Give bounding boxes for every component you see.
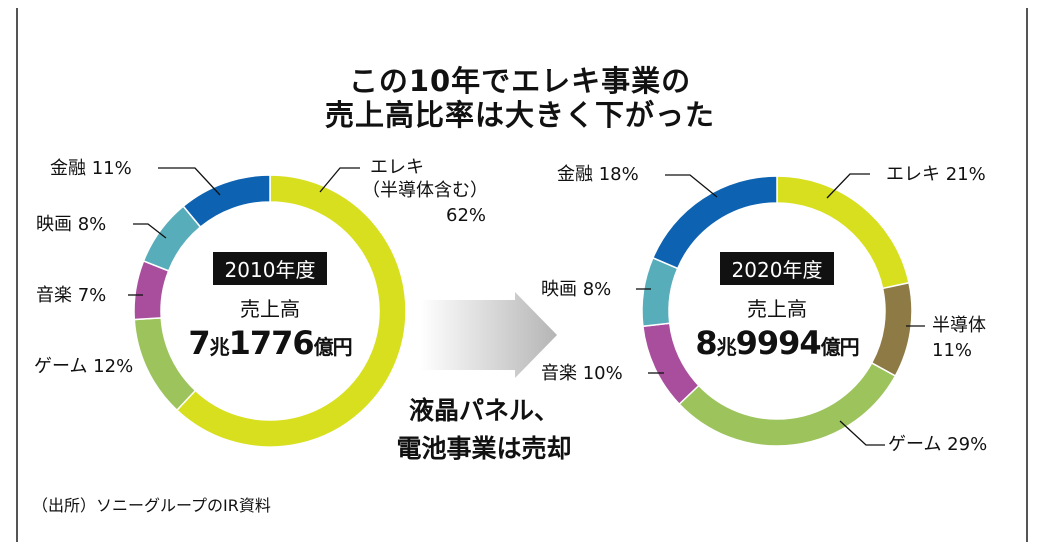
leader-line bbox=[839, 420, 885, 446]
slice-エレキ（半導体含む） bbox=[175, 174, 407, 448]
sales-label: 売上高 bbox=[747, 297, 807, 321]
title-line-1: この10年でエレキ事業の bbox=[348, 64, 692, 98]
arrow-icon bbox=[420, 292, 557, 378]
note-line-1: 液晶パネル、 bbox=[408, 396, 559, 425]
sales-label: 売上高 bbox=[240, 297, 300, 321]
label-game-2010: ゲーム 12% bbox=[34, 356, 134, 377]
label-finance-2020: 金融 18% bbox=[557, 164, 639, 185]
leader-line bbox=[133, 223, 167, 239]
donut-2010 bbox=[133, 174, 407, 448]
leader-line bbox=[319, 167, 360, 193]
label-elec-2010-l1: エレキ bbox=[370, 157, 424, 178]
note-line-2: 電池事業は売却 bbox=[396, 434, 572, 463]
sales-total: 8兆9994億円 bbox=[695, 324, 859, 362]
label-elec-2010-l3: 62% bbox=[446, 205, 487, 226]
title-line-2: 売上高比率は大きく下がった bbox=[324, 98, 715, 132]
year-badge: 2020年度 bbox=[719, 252, 835, 285]
slice-ゲーム bbox=[678, 361, 897, 447]
source-note: （出所）ソニーグループのIR資料 bbox=[32, 496, 271, 515]
year-badge: 2010年度 bbox=[212, 252, 328, 285]
label-music-2010: 音楽 7% bbox=[36, 285, 107, 306]
slice-金融 bbox=[651, 175, 778, 270]
leader-lines bbox=[128, 167, 925, 446]
frame bbox=[16, 8, 1028, 542]
leader-line bbox=[665, 174, 718, 198]
label-movie-2020: 映画 8% bbox=[541, 279, 612, 300]
slice-金融 bbox=[182, 174, 271, 229]
label-game-2020: ゲーム 29% bbox=[888, 434, 988, 455]
donut-2020 bbox=[641, 175, 913, 447]
sales-total: 7兆1776億円 bbox=[188, 324, 352, 362]
leader-line bbox=[158, 167, 221, 196]
label-movie-2010: 映画 8% bbox=[36, 214, 107, 235]
label-elec-2020: エレキ 21% bbox=[886, 164, 986, 185]
center-2010: 2010年度 売上高 7兆1776億円 bbox=[160, 252, 380, 362]
label-finance-2010: 金融 11% bbox=[50, 158, 132, 179]
leader-line bbox=[826, 173, 870, 199]
center-2020: 2020年度 売上高 8兆9994億円 bbox=[667, 252, 887, 362]
label-elec-2010-l2: （半導体含む） bbox=[362, 180, 488, 201]
label-semi-2020-l1: 半導体 bbox=[932, 315, 986, 336]
label-music-2020: 音楽 10% bbox=[541, 363, 623, 384]
label-semi-2020-l2: 11% bbox=[932, 340, 973, 361]
